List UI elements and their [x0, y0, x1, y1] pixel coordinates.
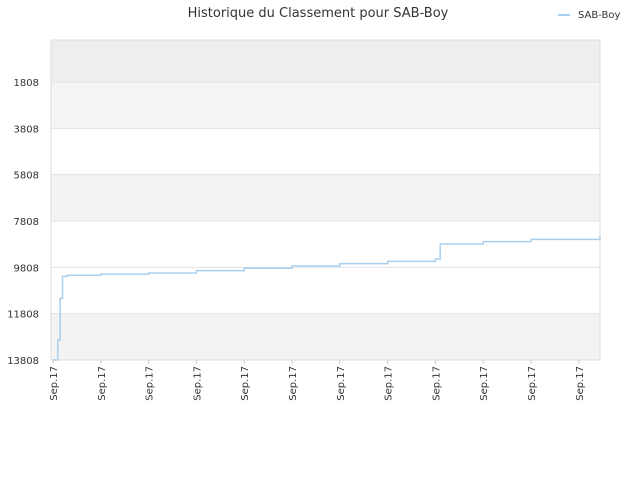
- plot-band: [51, 267, 600, 314]
- y-axis: 1808 3808 5808 7808 9808 11808 13808: [7, 78, 39, 367]
- legend: SAB-Boy: [558, 10, 620, 21]
- x-tick-label: Sep.17: [336, 366, 347, 401]
- legend-label: SAB-Boy: [578, 10, 620, 21]
- y-tick-label: 13808: [7, 356, 39, 367]
- x-tick-label: Sep.17: [192, 366, 203, 401]
- plot-band: [51, 82, 600, 129]
- x-tick-label: Sep.17: [431, 366, 442, 401]
- x-tick-label: Sep.17: [575, 366, 586, 401]
- x-tick-label: Sep.17: [145, 366, 156, 401]
- y-tick-label: 3808: [14, 124, 39, 135]
- x-tick-label: Sep.17: [527, 366, 538, 401]
- y-tick-label: 11808: [7, 310, 39, 321]
- series-line: [53, 235, 601, 361]
- y-tick-label: 7808: [14, 217, 39, 228]
- x-tick-label: Sep.17: [288, 366, 299, 401]
- x-tick-label: Sep.17: [49, 366, 60, 401]
- x-tick-label: Sep.17: [384, 366, 395, 401]
- plot-band: [51, 221, 600, 268]
- x-tick-label: Sep.17: [240, 366, 251, 401]
- plot-band: [51, 313, 600, 360]
- plot-band: [51, 40, 600, 82]
- x-tick-label: Sep.17: [97, 366, 108, 401]
- series-layer: [53, 235, 601, 361]
- y-tick-label: 9808: [14, 263, 39, 274]
- y-tick-label: 5808: [14, 171, 39, 182]
- plot-band: [51, 174, 600, 221]
- chart-title: Historique du Classement pour SAB-Boy: [188, 6, 449, 21]
- x-axis: Sep.17 Sep.17 Sep.17 Sep.17 Sep.17 Sep.17 Sep.…: [49, 360, 586, 401]
- plot-bands: [51, 40, 600, 360]
- y-tick-label: 1808: [14, 78, 39, 89]
- plot-border: [50, 39, 601, 361]
- x-tick-label: Sep.17: [479, 366, 490, 401]
- plot-band: [51, 128, 600, 175]
